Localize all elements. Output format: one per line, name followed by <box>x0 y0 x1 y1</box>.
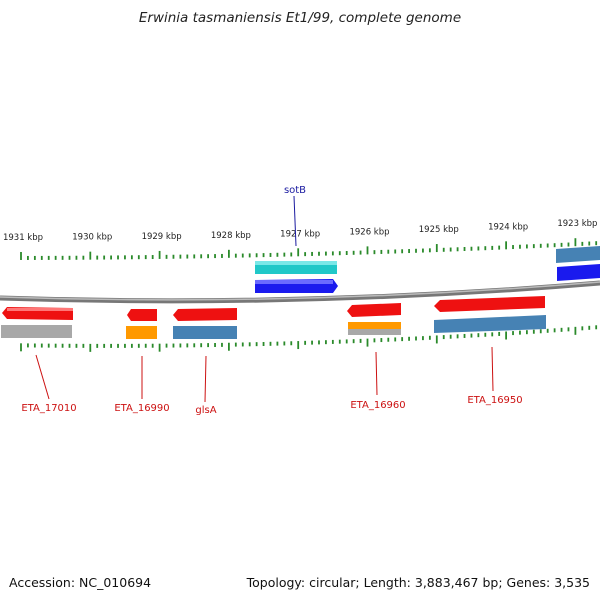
gene-ETA_16990[interactable] <box>127 309 157 321</box>
tick-labels: 1931 kbp 1930 kbp 1929 kbp 1928 kbp 1927 kbp… <box>3 219 597 243</box>
tick-label: 1928 kbp <box>211 231 251 241</box>
leader-ETA_16960 <box>375 351 378 396</box>
tick-row-bottom <box>20 325 598 352</box>
label-glsA[interactable]: glsA <box>195 405 216 416</box>
gene-ETA_16960[interactable] <box>347 303 401 317</box>
gene-sotB-outer-shine <box>255 261 337 265</box>
tick-label: 1924 kbp <box>488 222 528 232</box>
gene-glsA[interactable] <box>173 308 237 321</box>
gene-ETA_16950-cds[interactable] <box>434 315 546 333</box>
gene-glsA-cds[interactable] <box>173 326 237 339</box>
gene-ETA_17010-shine <box>7 308 73 311</box>
gene-1923-outer[interactable] <box>556 246 600 263</box>
label-ETA_16950[interactable]: ETA_16950 <box>467 395 522 406</box>
label-ETA_17010[interactable]: ETA_17010 <box>21 403 76 414</box>
leader-ETA_17010 <box>35 354 50 400</box>
leader-ETA_16950 <box>491 346 494 392</box>
gene-1923[interactable] <box>557 264 600 281</box>
leader-lines <box>35 195 494 403</box>
gene-ETA_16990-rna[interactable] <box>126 326 157 339</box>
gene-ETA_16960-pseudo[interactable] <box>348 329 401 335</box>
accession-text: Accession: NC_010694 <box>9 575 152 590</box>
gene-ETA_16950[interactable] <box>434 296 545 312</box>
genome-backbone-highlight <box>0 281 600 301</box>
tick-label: 1927 kbp <box>280 229 320 239</box>
tick-label: 1926 kbp <box>349 227 389 237</box>
tick-label: 1925 kbp <box>419 225 459 235</box>
gene-ETA_16960-rna[interactable] <box>348 322 401 329</box>
tick-label: 1929 kbp <box>142 232 182 242</box>
tick-row-top <box>20 238 598 260</box>
tick-label: 1930 kbp <box>72 233 112 243</box>
genome-backbone <box>0 280 600 304</box>
gene-ETA_17010-pseudo[interactable] <box>1 325 72 338</box>
leader-glsA <box>204 355 207 403</box>
label-ETA_16960[interactable]: ETA_16960 <box>350 400 405 411</box>
label-sotB[interactable]: sotB <box>284 185 306 196</box>
gene-labels: sotB ETA_17010 ETA_16990 glsA ETA_16960 … <box>21 185 522 416</box>
genome-title: Erwinia tasmaniensis Et1/99, complete ge… <box>138 10 462 26</box>
gene-sotB-shine <box>255 280 333 284</box>
leader-sotB <box>293 195 297 247</box>
topology-text: Topology: circular; Length: 3,883,467 bp… <box>246 575 590 590</box>
label-ETA_16990[interactable]: ETA_16990 <box>114 403 169 414</box>
reverse-strand <box>1 296 546 339</box>
tick-label: 1923 kbp <box>557 219 597 229</box>
tick-label: 1931 kbp <box>3 233 43 243</box>
forward-strand <box>255 246 600 293</box>
